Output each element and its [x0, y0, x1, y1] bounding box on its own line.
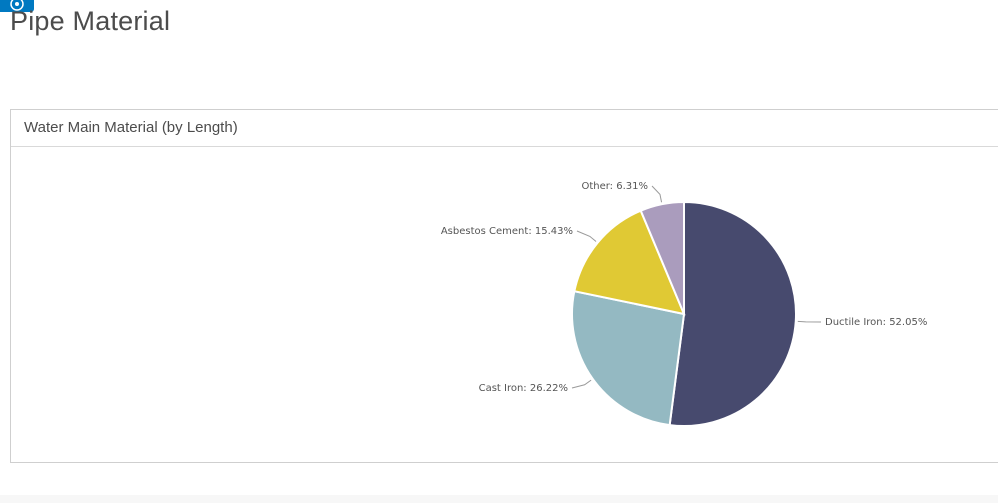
leader-line [797, 320, 822, 323]
slice-label: Other: 6.31% [581, 181, 648, 192]
leader-line [651, 185, 663, 203]
card-title: Water Main Material (by Length) [24, 119, 238, 136]
pie-slice-ductile-iron[interactable] [668, 200, 797, 427]
page-title: Pipe Material [10, 6, 171, 36]
pie-slice-cast-iron[interactable] [571, 290, 686, 427]
slice-label: Asbestos Cement: 15.43% [441, 226, 573, 237]
chart-card: Water Main Material (by Length) [10, 109, 998, 463]
slice-label: Cast Iron: 26.22% [479, 383, 568, 394]
slice-label: Ductile Iron: 52.05% [825, 317, 927, 328]
leader-line [571, 379, 592, 389]
app-launcher-icon[interactable] [0, 0, 34, 12]
card-header: Water Main Material (by Length) [11, 110, 998, 147]
leader-line [576, 230, 597, 242]
pie-slice-other[interactable] [639, 200, 685, 315]
pie-slice-asbestos-cement[interactable] [573, 209, 686, 316]
